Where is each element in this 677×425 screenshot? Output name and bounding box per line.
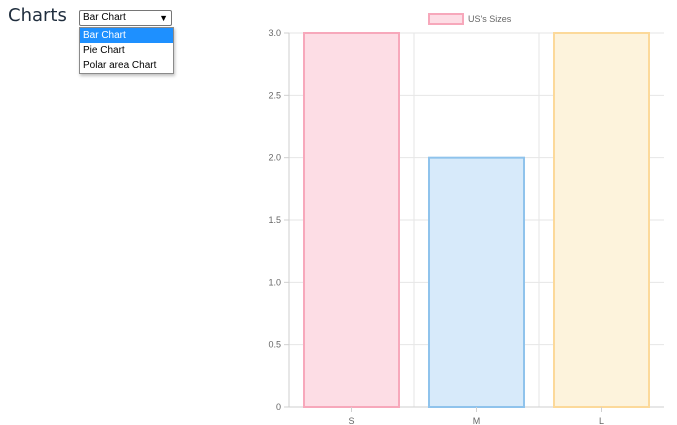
option-pie-chart[interactable]: Pie Chart: [83, 45, 125, 56]
option-polar-area-chart[interactable]: Polar area Chart: [83, 60, 157, 71]
x-tick-label: L: [599, 416, 604, 425]
legend-swatch: [428, 13, 464, 25]
chevron-down-icon: ▼: [159, 13, 168, 23]
y-tick-label: 2.0: [268, 153, 281, 163]
chart-type-selected-value: Bar Chart: [83, 12, 126, 23]
bar-s: [303, 32, 400, 408]
y-tick-label: 0: [276, 402, 281, 412]
option-bar-chart[interactable]: Bar Chart: [80, 28, 173, 43]
y-tick-label: 3.0: [268, 28, 281, 38]
y-tick-label: 1.0: [268, 277, 281, 287]
x-tick-label: S: [348, 416, 354, 425]
bar-m: [428, 156, 525, 408]
y-tick-label: 1.5: [268, 215, 281, 225]
y-tick-label: 2.5: [268, 90, 281, 100]
chart-type-dropdown: Bar Chart Pie Chart Polar area Chart: [79, 27, 174, 74]
bar-l: [553, 32, 650, 408]
y-tick-label: 0.5: [268, 340, 281, 350]
legend-label: US's Sizes: [468, 14, 512, 24]
chart-type-select[interactable]: Bar Chart ▼: [79, 10, 172, 26]
page-title: Charts: [8, 5, 67, 26]
x-tick-label: M: [473, 416, 481, 425]
